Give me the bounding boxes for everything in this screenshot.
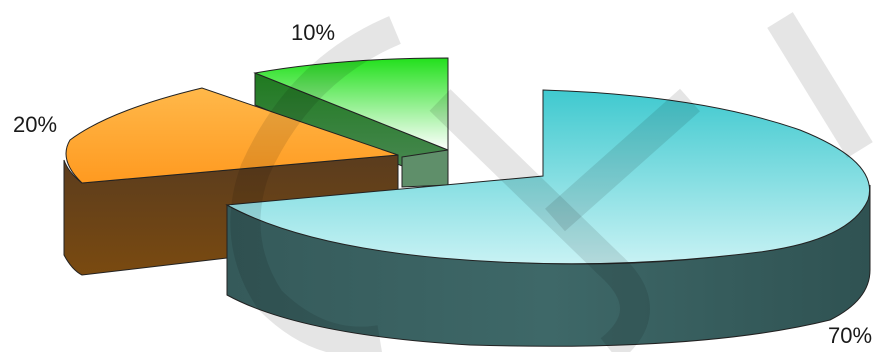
slice-70-top bbox=[225, 89, 870, 265]
slice-10-top bbox=[253, 57, 449, 151]
slice-label-20: 20% bbox=[13, 112, 57, 137]
pie-slice-10 bbox=[253, 57, 449, 188]
pie-slice-70 bbox=[225, 89, 871, 347]
slice-label-70: 70% bbox=[828, 323, 872, 348]
slice-10-side-radial bbox=[401, 149, 449, 188]
watermark-logo bbox=[230, 12, 873, 357]
slice-20-top bbox=[65, 87, 399, 184]
slice-label-10: 10% bbox=[291, 20, 335, 45]
